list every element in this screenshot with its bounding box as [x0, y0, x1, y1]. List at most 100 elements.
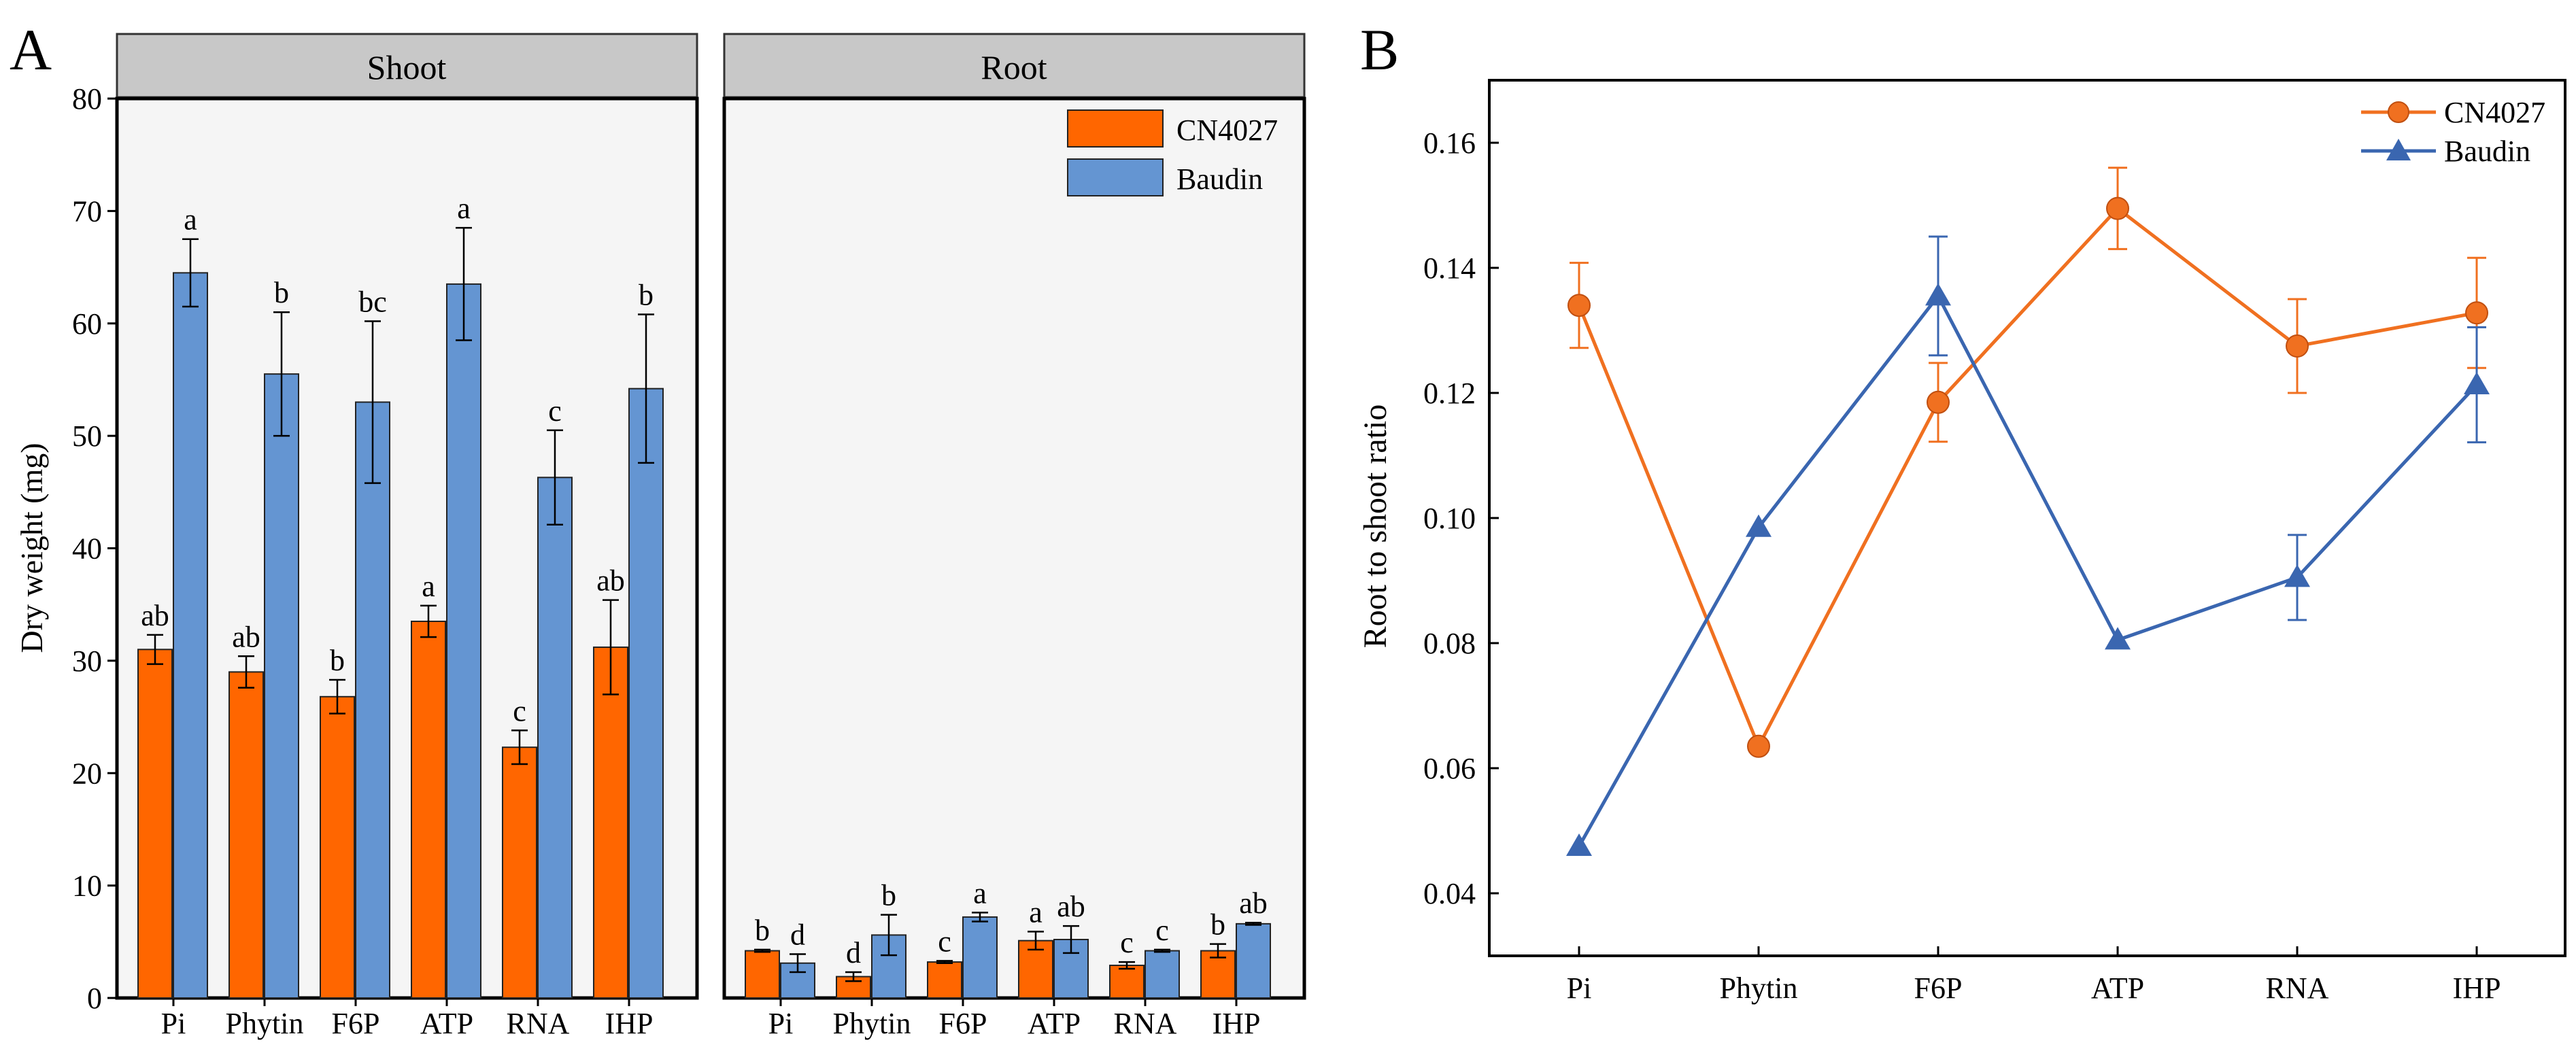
- data-point-cn4027: [1747, 734, 1770, 758]
- x-tick-label-shoot: Phytin: [226, 1007, 304, 1040]
- root-bar-baudin: [1145, 950, 1180, 999]
- data-point-baudin: [2464, 372, 2490, 395]
- panel-a-marks: 01020304050607080PiabaPhytinabbF6PbbcATP…: [72, 82, 1271, 1040]
- y-tick-label: 40: [72, 532, 102, 566]
- panel-label-b: B: [1360, 17, 1399, 82]
- panel-b-marks: 0.04 0.06 0.08 0.10 0.12 0.14 0.16 Pi Phytin F6P A…: [1423, 126, 2501, 1005]
- root-significance-letter: d: [846, 936, 861, 969]
- data-point-cn4027: [2465, 301, 2488, 325]
- shoot-bar-baudin: [173, 272, 208, 999]
- data-point-cn4027: [1567, 294, 1591, 317]
- panel-b-y-tick-label: 0.12: [1423, 377, 1476, 410]
- y-tick-label: 0: [87, 982, 102, 1015]
- root-bar-baudin: [871, 934, 906, 999]
- x-tick-label-root: IHP: [1213, 1007, 1261, 1040]
- legend-marker-baudin: [2386, 139, 2411, 160]
- root-significance-letter: b: [755, 914, 770, 947]
- root-significance-letter: ab: [1057, 890, 1085, 923]
- root-bar-cn4027: [745, 950, 780, 999]
- shoot-bar-cn4027: [411, 620, 446, 999]
- shoot-bar-baudin: [355, 401, 390, 999]
- x-tick-label-shoot: F6P: [332, 1007, 380, 1040]
- root-significance-letter: d: [790, 918, 805, 952]
- panel-b-x-tick-label: Phytin: [1720, 971, 1798, 1005]
- root-significance-letter: c: [1120, 926, 1134, 959]
- x-tick-label-root: Pi: [768, 1007, 794, 1040]
- shoot-significance-letter: ab: [141, 599, 169, 632]
- y-tick-label: 30: [72, 644, 102, 678]
- shoot-bar-cn4027: [320, 695, 355, 999]
- panel-b-y-tick-label: 0.06: [1423, 752, 1476, 785]
- root-significance-letter: b: [881, 879, 896, 912]
- panel-a-y-axis-label: Dry weight (mg): [14, 443, 49, 653]
- y-tick-label: 60: [72, 307, 102, 341]
- x-tick-label-root: Phytin: [833, 1007, 911, 1040]
- data-point-baudin: [2105, 627, 2131, 650]
- y-tick-label: 80: [72, 82, 102, 116]
- shoot-bar-baudin: [264, 373, 299, 999]
- x-tick-label-shoot: IHP: [605, 1007, 654, 1040]
- shoot-significance-letter: b: [330, 644, 345, 677]
- root-bar-cn4027: [1109, 965, 1145, 999]
- legend-label-cn4027: CN4027: [1176, 114, 1278, 147]
- y-tick-label: 50: [72, 419, 102, 453]
- root-bar-cn4027: [927, 961, 962, 999]
- root-strip: [723, 33, 1306, 99]
- root-plot-area: [722, 97, 1306, 1000]
- shoot-bar-cn4027: [137, 649, 173, 999]
- shoot-strip-label: Shoot: [367, 48, 447, 86]
- shoot-bar-cn4027: [593, 647, 628, 999]
- series-line-baudin: [1577, 292, 2478, 848]
- y-tick-label: 20: [72, 757, 102, 790]
- panel-a-legend: CN4027 Baudin: [1067, 109, 1278, 196]
- data-point-baudin: [1925, 283, 1951, 306]
- shoot-significance-letter: a: [422, 570, 435, 603]
- x-tick-label-root: F6P: [939, 1007, 987, 1040]
- panel-b-y-tick-label: 0.14: [1423, 252, 1476, 285]
- panel-b-x-tick-label: Pi: [1567, 971, 1592, 1005]
- data-point-baudin: [2284, 564, 2310, 587]
- shoot-significance-letter: ab: [232, 620, 260, 653]
- x-tick-label-shoot: Pi: [161, 1007, 186, 1040]
- data-point-cn4027: [2286, 334, 2309, 358]
- shoot-significance-letter: ab: [596, 564, 625, 598]
- legend-text-cn4027: CN4027: [2444, 96, 2545, 129]
- panel-b-y-axis-label: Root to shoot ratio: [1357, 404, 1393, 649]
- series-line-cn4027: [1577, 206, 2477, 751]
- shoot-strip: [116, 33, 698, 99]
- data-point-baudin: [1746, 514, 1772, 537]
- shoot-significance-letter: bc: [358, 285, 387, 318]
- root-significance-letter: c: [938, 925, 951, 958]
- shoot-bar-baudin: [628, 387, 664, 999]
- panel-b-x-tick-label: ATP: [2091, 971, 2144, 1005]
- root-bar-baudin: [962, 916, 998, 999]
- x-tick-label-root: ATP: [1028, 1007, 1081, 1040]
- data-point-cn4027: [1927, 390, 1950, 414]
- panel-b-x-tick-label: RNA: [2266, 971, 2329, 1005]
- panel-label-a: A: [10, 17, 52, 82]
- panel-b-y-tick-label: 0.10: [1423, 502, 1476, 535]
- panel-b-y-tick-label: 0.04: [1423, 877, 1476, 910]
- root-significance-letter: b: [1210, 908, 1225, 942]
- root-significance-letter: a: [973, 876, 987, 910]
- panel-b-y-tick-label: 0.16: [1423, 126, 1476, 160]
- x-tick-label-root: RNA: [1114, 1007, 1177, 1040]
- x-tick-label-shoot: RNA: [507, 1007, 570, 1040]
- shoot-significance-letter: c: [548, 394, 562, 428]
- shoot-significance-letter: a: [457, 192, 471, 225]
- panel-b-plot-area: [1488, 79, 2566, 957]
- shoot-significance-letter: b: [639, 279, 654, 312]
- x-tick-label-shoot: ATP: [420, 1007, 473, 1040]
- shoot-bar-baudin: [537, 477, 573, 999]
- legend-swatch-cn4027: [1067, 109, 1164, 148]
- panel-b-legend: CN4027 Baudin: [2361, 96, 2545, 168]
- y-tick-label: 10: [72, 869, 102, 903]
- y-tick-label: 70: [72, 194, 102, 228]
- root-significance-letter: a: [1029, 895, 1043, 929]
- shoot-bar-cn4027: [228, 671, 264, 999]
- root-bar-baudin: [1236, 923, 1271, 999]
- legend-text-baudin: Baudin: [2444, 135, 2530, 168]
- data-point-cn4027: [2106, 196, 2129, 220]
- panel-b-y-tick-label: 0.08: [1423, 627, 1476, 660]
